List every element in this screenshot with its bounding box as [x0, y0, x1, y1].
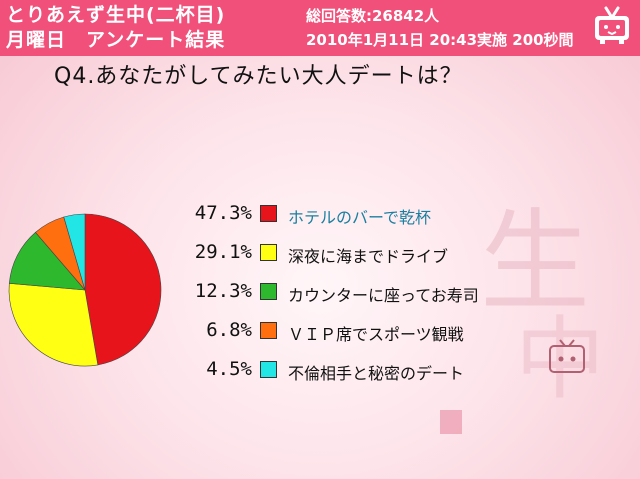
tv-mascot-icon [595, 6, 629, 44]
legend-label: カウンターに座ってお寿司 [288, 286, 479, 305]
pie-slice-3 [8, 231, 86, 291]
svg-text:生: 生 [480, 198, 590, 326]
survey-datetime: 2010年1月11日 20:43実施 200秒間 [306, 31, 574, 49]
pie-slice-5 [63, 213, 86, 291]
legend-swatch [260, 244, 277, 261]
legend-percentage: 29.1% [194, 241, 252, 263]
legend-swatch [260, 322, 277, 339]
legend-swatch [260, 205, 277, 222]
watermark-mascot-decoration: 生 中 [440, 198, 605, 434]
legend-swatch [260, 361, 277, 378]
survey-info: 総回答数:26842人 2010年1月11日 20:43実施 200秒間 [306, 4, 574, 52]
legend-percentage: 6.8% [206, 319, 252, 341]
legend-label: ＶＩＰ席でスポーツ観戦 [288, 325, 464, 344]
question-text: Q4.あなたがしてみたい大人デートは？ [54, 64, 463, 89]
legend-swatch [260, 283, 277, 300]
pie-chart [8, 213, 162, 367]
pie-slice-2 [8, 282, 99, 367]
legend-label: 不倫相手と秘密のデート [288, 364, 465, 383]
title-line-1: とりあえず生中(二杯目) [6, 4, 226, 26]
header-banner: とりあえず生中(二杯目) 月曜日 アンケート結果 総回答数:26842人 201… [0, 0, 640, 56]
survey-title: とりあえず生中(二杯目) 月曜日 アンケート結果 [6, 3, 225, 53]
legend-percentage: 47.3% [194, 202, 252, 224]
pie-slice-1 [84, 213, 162, 366]
legend-percentage: 12.3% [194, 280, 252, 302]
legend-percentage: 4.5% [206, 358, 252, 380]
legend-label: ホテルのバーで乾杯 [288, 208, 432, 227]
legend-label: 深夜に海までドライブ [288, 247, 449, 266]
respondent-count: 総回答数:26842人 [306, 7, 440, 25]
title-line-2: 月曜日 アンケート結果 [6, 29, 226, 51]
